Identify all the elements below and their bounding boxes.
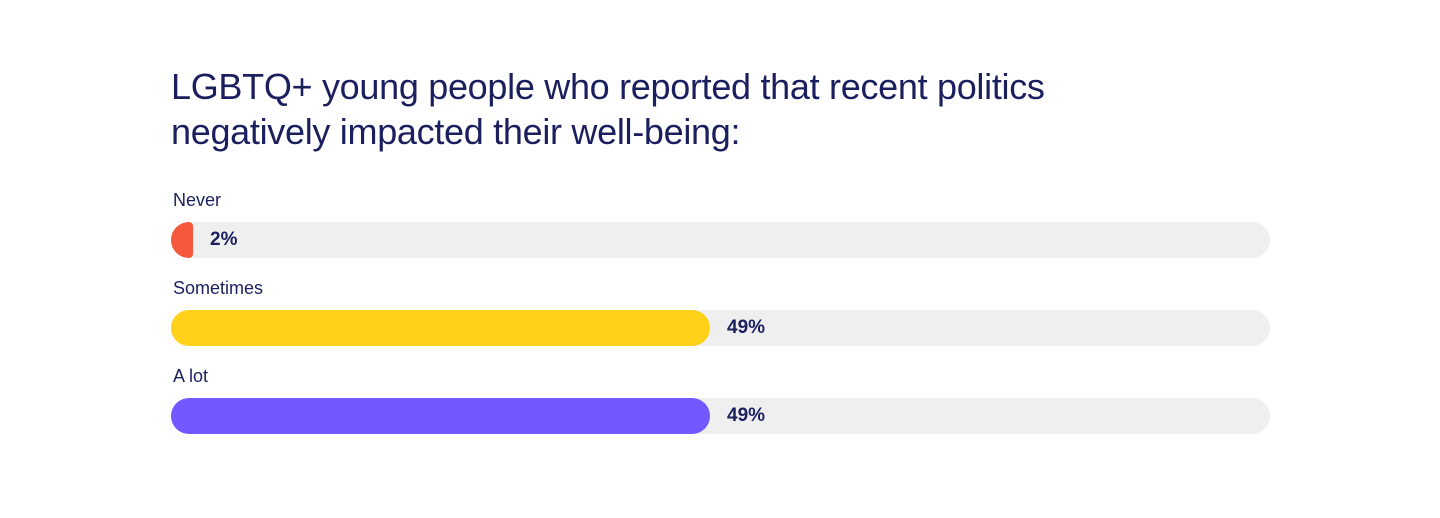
value-label: 49% xyxy=(727,405,766,426)
bar-row: Sometimes 49% xyxy=(171,277,1270,365)
bar-track: 2% xyxy=(171,222,1270,258)
value-label: 2% xyxy=(210,229,238,250)
category-label: A lot xyxy=(173,366,209,386)
bar xyxy=(171,222,193,258)
bar-rows: Never 2% Sometimes 49% A lot 49% xyxy=(171,189,1270,453)
bar-row: A lot 49% xyxy=(171,365,1270,453)
bar-row: Never 2% xyxy=(171,189,1270,277)
bar-track: 49% xyxy=(171,398,1270,434)
bar-track: 49% xyxy=(171,310,1270,346)
category-label: Sometimes xyxy=(173,278,264,298)
bar xyxy=(171,310,710,346)
value-label: 49% xyxy=(727,317,766,338)
bar xyxy=(171,398,710,434)
chart: LGBTQ+ young people who reported that re… xyxy=(171,64,1270,434)
category-label: Never xyxy=(173,190,222,210)
chart-title: LGBTQ+ young people who reported that re… xyxy=(171,66,1045,152)
